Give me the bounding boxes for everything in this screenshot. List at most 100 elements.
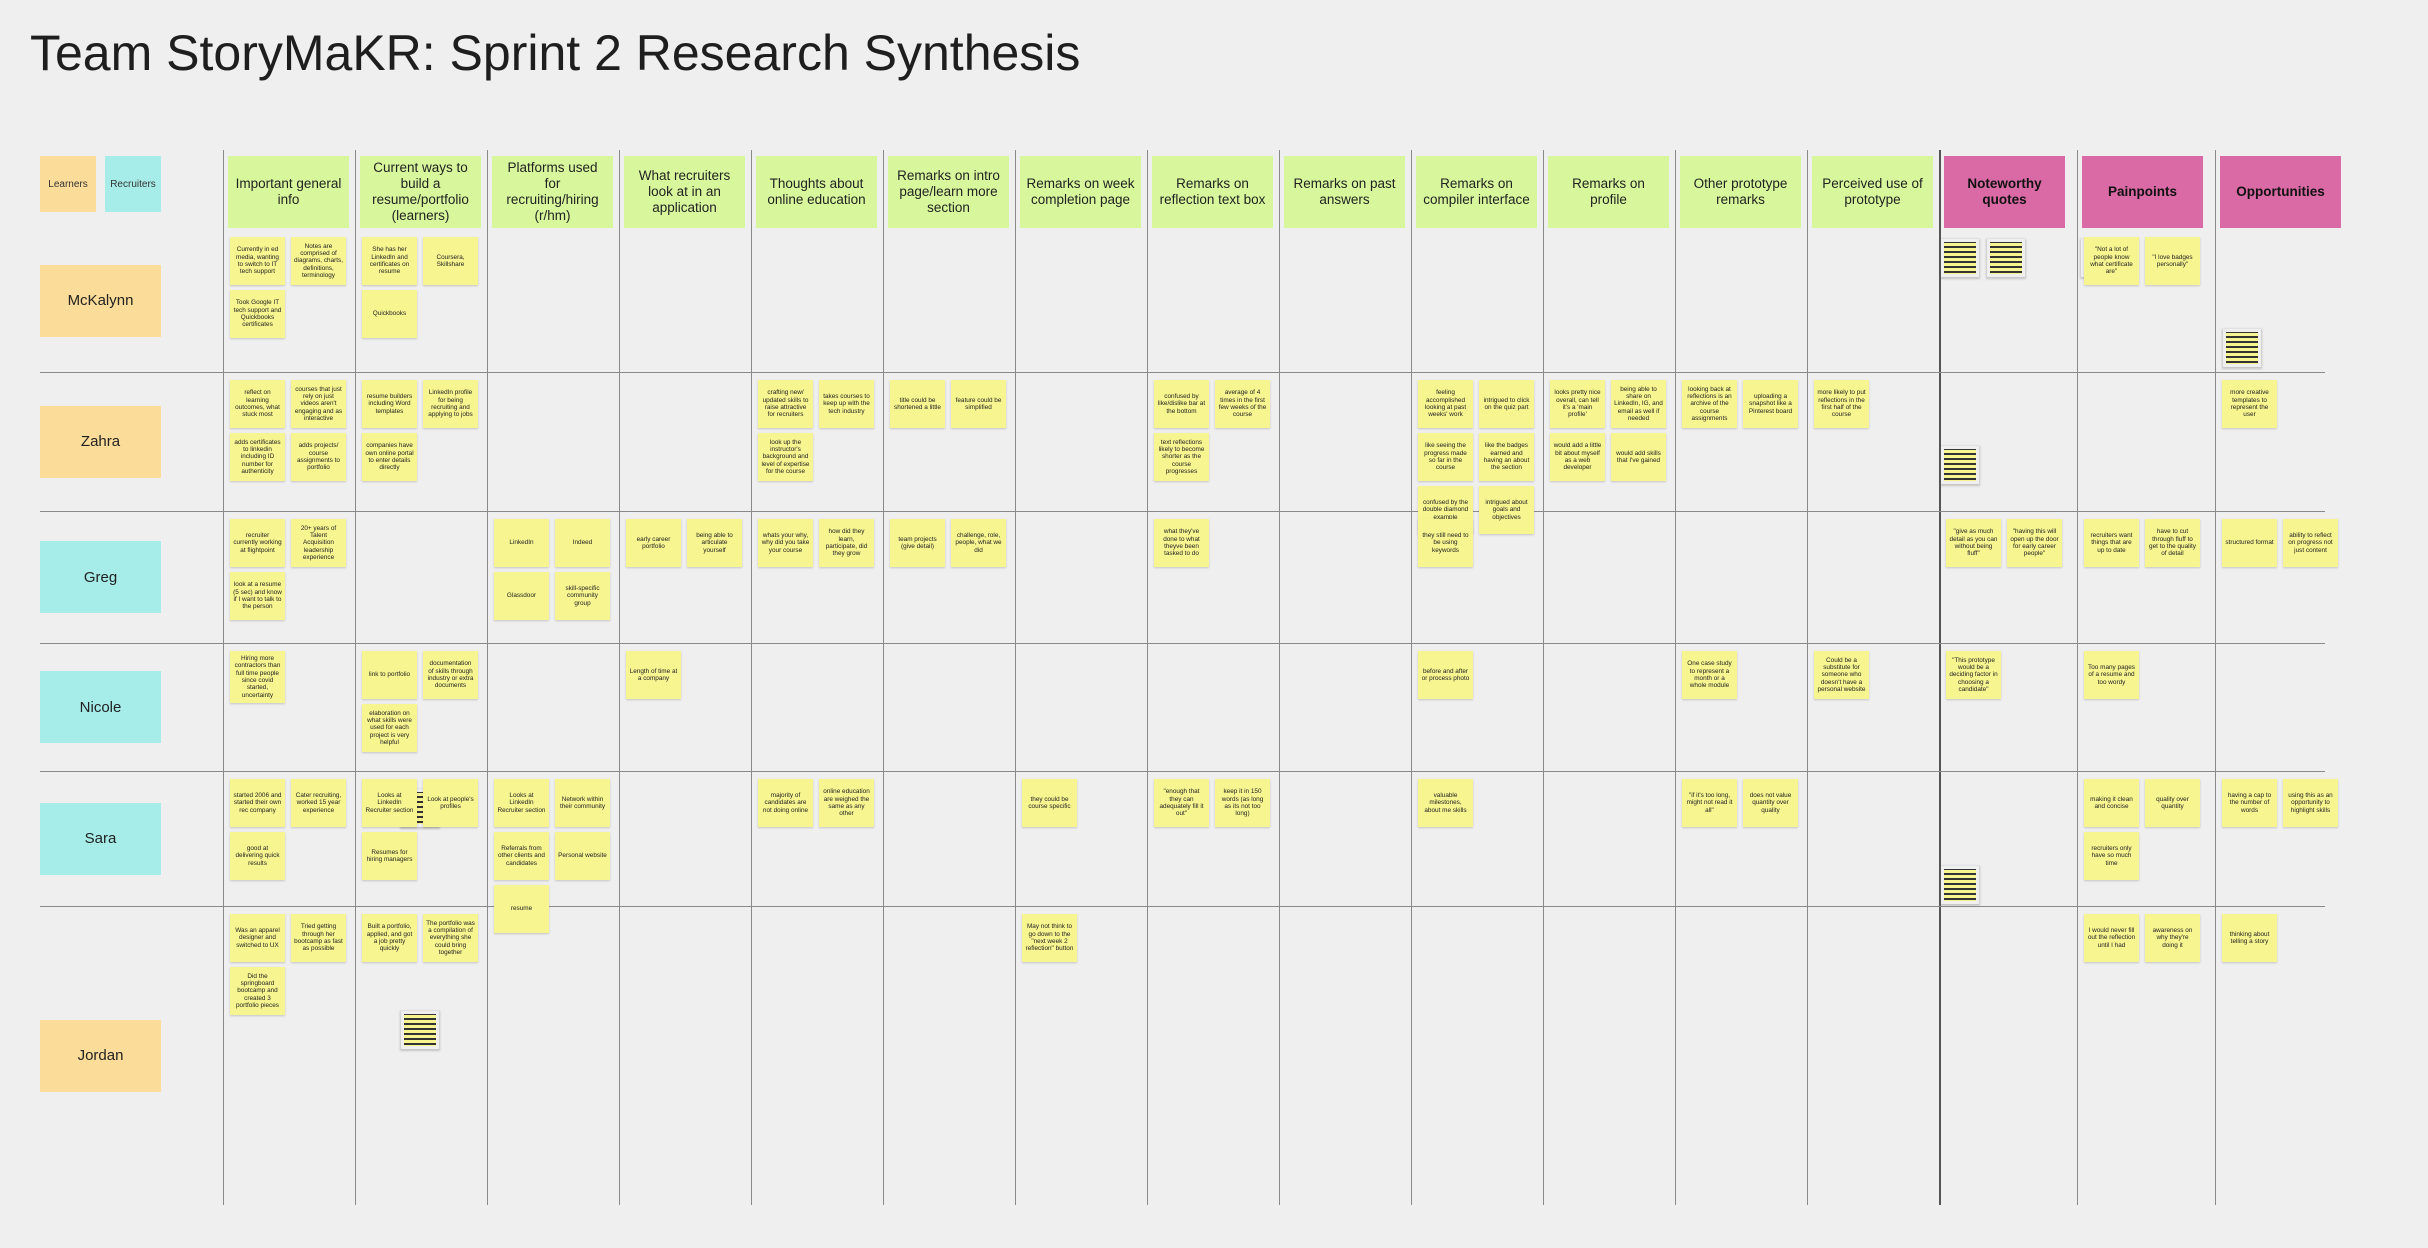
sticky-note: being able to articulate yourself xyxy=(687,519,742,567)
sticky-note: before and after or process photo xyxy=(1418,651,1473,699)
sticky-note: awareness on why they're doing it xyxy=(2145,914,2200,962)
note-cell: thinking about telling a story xyxy=(2222,914,2347,962)
note-cell: started 2006 and started their own rec c… xyxy=(230,779,355,880)
note-cell: "Not a lot of people know what certifica… xyxy=(2084,237,2209,285)
column-divider xyxy=(1675,150,1676,1205)
row-label: Zahra xyxy=(40,405,161,478)
note-cell: reflect on learning outcomes, what stuck… xyxy=(230,380,355,481)
sticky-note: online education are weighed the same as… xyxy=(819,779,874,827)
row-label: Nicole xyxy=(40,671,161,743)
column-header: Remarks on week completion page xyxy=(1020,156,1141,228)
note-cell: looks pretty nice overall, can tell it's… xyxy=(1550,380,1675,481)
sticky-note: being able to share on LinkedIn, IG, and… xyxy=(1611,380,1666,428)
sticky-note: reflect on learning outcomes, what stuck… xyxy=(230,380,285,428)
column-divider xyxy=(751,150,752,1205)
sticky-note: 20+ years of Talent Acquisition leadersh… xyxy=(291,519,346,567)
sticky-note: intrigued about goals and objectives xyxy=(1479,486,1534,534)
image-note xyxy=(2222,328,2262,368)
column-header: Remarks on past answers xyxy=(1284,156,1405,228)
sticky-note: more likely to put reflections in the fi… xyxy=(1814,380,1869,428)
sticky-note: feature could be simplified xyxy=(951,380,1006,428)
image-note xyxy=(400,1010,440,1050)
sticky-note: "give as much detail as you can without … xyxy=(1946,519,2001,567)
note-cell: "if it's too long, might not read it all… xyxy=(1682,779,1807,827)
column-divider xyxy=(2077,150,2078,1205)
sticky-note: does not value quantity over quality xyxy=(1743,779,1798,827)
sticky-note: She has her LinkedIn and certificates on… xyxy=(362,237,417,285)
sticky-note: Looks at LinkedIn Recruiter section xyxy=(362,779,417,827)
note-cell: Length of time at a company xyxy=(626,651,751,699)
note-cell: having a cap to the number of words using… xyxy=(2222,779,2347,827)
column-header: What recruiters look at in an applicatio… xyxy=(624,156,745,228)
sticky-note: LinkedIn xyxy=(494,519,549,567)
note-cell: Hiring more contractors than full time p… xyxy=(230,651,355,704)
sticky-note: making it clean and concise xyxy=(2084,779,2139,827)
column-divider xyxy=(1279,150,1280,1205)
image-note xyxy=(1940,445,1980,485)
row-divider xyxy=(40,906,2325,907)
sticky-note: Glassdoor xyxy=(494,572,549,620)
column-header: Thoughts about online education xyxy=(756,156,877,228)
row-divider xyxy=(40,511,2325,512)
sticky-note: adds projects/ course assignments to por… xyxy=(291,433,346,481)
sticky-note: ability to reflect on progress not just … xyxy=(2283,519,2338,567)
sticky-note: Cater recruiting, worked 15 year experie… xyxy=(291,779,346,827)
column-divider xyxy=(1807,150,1808,1205)
note-cell: looking back at reflections is an archiv… xyxy=(1682,380,1807,428)
sticky-note: like the badges earned and having an abo… xyxy=(1479,433,1534,481)
sticky-note: challenge, role, people, what we did xyxy=(951,519,1006,567)
note-cell: early career portfolio being able to arti… xyxy=(626,519,751,567)
legend-item: Recruiters xyxy=(105,156,161,212)
sticky-note: uploading a snapshot like a Pinterest bo… xyxy=(1743,380,1798,428)
sticky-note: Hiring more contractors than full time p… xyxy=(230,651,285,704)
column-divider xyxy=(1939,150,1941,1205)
sticky-note: resume builders including Word templates xyxy=(362,380,417,428)
column-divider xyxy=(355,150,356,1205)
column-divider xyxy=(619,150,620,1205)
sticky-note: Indeed xyxy=(555,519,610,567)
note-cell: title could be shortened a little feature… xyxy=(890,380,1015,428)
sticky-note: Was an apparel designer and switched to … xyxy=(230,914,285,962)
legend-item: Learners xyxy=(40,156,96,212)
sticky-note: look up the instructor's background and … xyxy=(758,433,813,481)
note-cell: "enough that they can adequately fill it… xyxy=(1154,779,1279,827)
note-cell: One case study to represent a month or a… xyxy=(1682,651,1807,699)
sticky-note: May not think to go down to the "next we… xyxy=(1022,914,1077,962)
column-header: Other prototype remarks xyxy=(1680,156,1801,228)
sticky-note: having a cap to the number of words xyxy=(2222,779,2277,827)
sticky-note: elaboration on what skills were used for… xyxy=(362,704,417,752)
note-cell: I would never fill out the reflection un… xyxy=(2084,914,2209,962)
note-cell: more likely to put reflections in the fi… xyxy=(1814,380,1939,428)
sticky-note: structured format xyxy=(2222,519,2277,567)
image-note xyxy=(1940,865,1980,905)
note-cell: making it clean and concise quality over … xyxy=(2084,779,2209,880)
board-title: Team StoryMaKR: Sprint 2 Research Synthe… xyxy=(30,25,1081,81)
sticky-note: Network within their community xyxy=(555,779,610,827)
column-divider xyxy=(1147,150,1148,1205)
note-cell: She has her LinkedIn and certificates on… xyxy=(362,237,487,338)
row-label: McKalynn xyxy=(40,264,161,337)
note-cell: they still need to be using keywords xyxy=(1418,519,1543,567)
sticky-note: valuable milestones, about me skills xyxy=(1418,779,1473,827)
sticky-note: takes courses to keep up with the tech i… xyxy=(819,380,874,428)
note-cell: link to portfolio documentation of skills… xyxy=(362,651,487,752)
column-header: Remarks on profile xyxy=(1548,156,1669,228)
sticky-note: One case study to represent a month or a… xyxy=(1682,651,1737,699)
sticky-note: would add a little bit about myself as a… xyxy=(1550,433,1605,481)
sticky-note: "if it's too long, might not read it all… xyxy=(1682,779,1737,827)
sticky-note: "enough that they can adequately fill it… xyxy=(1154,779,1209,827)
note-cell: they could be course specific xyxy=(1022,779,1147,827)
sticky-note: courses that just rely on just videos ar… xyxy=(291,380,346,428)
column-divider xyxy=(1411,150,1412,1205)
sticky-note: Currently in ed media, wanting to switch… xyxy=(230,237,285,285)
note-cell: Looks at LinkedIn Recruiter section Netwo… xyxy=(494,779,619,933)
sticky-note: look at a resume (5 sec) and know if I w… xyxy=(230,572,285,620)
sticky-note: how did they learn, participate, did the… xyxy=(819,519,874,567)
sticky-note: intrigued to click on the quiz part xyxy=(1479,380,1534,428)
note-cell: feeling accomplished looking at past wee… xyxy=(1418,380,1543,534)
sticky-note: average of 4 times in the first few week… xyxy=(1215,380,1270,428)
sticky-note: looking back at reflections is an archiv… xyxy=(1682,380,1737,428)
sticky-note: resume xyxy=(494,885,549,933)
sticky-note: majority of candidates are not doing onl… xyxy=(758,779,813,827)
